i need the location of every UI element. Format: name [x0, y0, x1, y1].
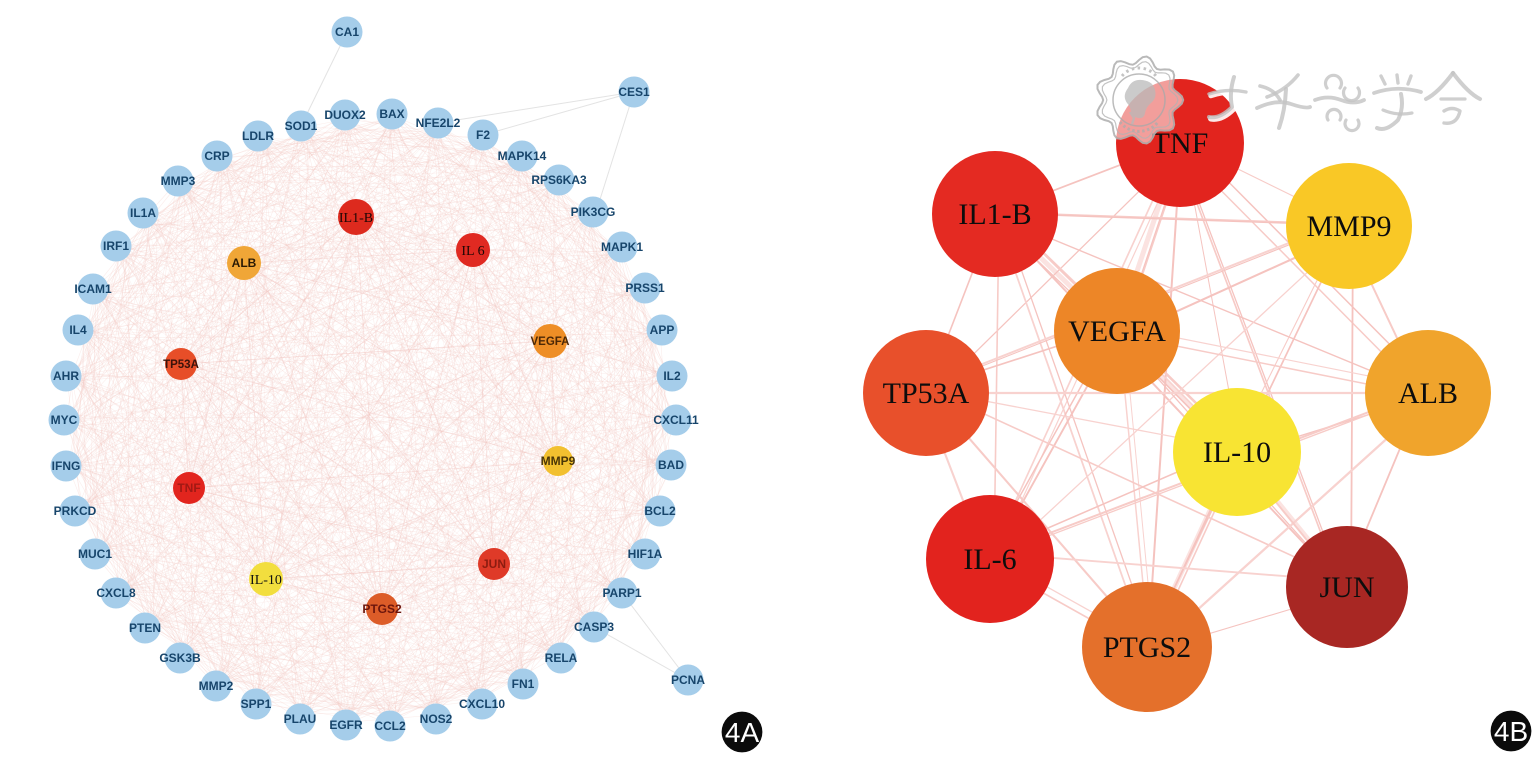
svg-text:APP: APP	[650, 323, 675, 337]
svg-text:CASP3: CASP3	[574, 620, 614, 634]
svg-text:IL4: IL4	[69, 323, 87, 337]
svg-text:MMP3: MMP3	[161, 174, 196, 188]
svg-text:4B: 4B	[1494, 716, 1528, 747]
svg-text:EGFR: EGFR	[329, 718, 363, 732]
svg-text:TP53A: TP53A	[163, 359, 199, 371]
svg-text:CCL2: CCL2	[374, 719, 406, 733]
svg-text:CA1: CA1	[335, 25, 359, 39]
svg-text:MAPK14: MAPK14	[498, 149, 547, 163]
svg-text:ICAM1: ICAM1	[74, 282, 112, 296]
svg-text:4A: 4A	[725, 717, 760, 748]
svg-text:IL 6: IL 6	[461, 244, 484, 259]
svg-text:CES1: CES1	[618, 85, 650, 99]
svg-text:F2: F2	[476, 128, 490, 142]
svg-text:JUN: JUN	[482, 557, 506, 571]
svg-text:CXCL8: CXCL8	[96, 586, 136, 600]
svg-text:TNF: TNF	[177, 481, 200, 495]
svg-text:ALB: ALB	[1398, 377, 1458, 410]
svg-text:PCNA: PCNA	[671, 673, 705, 687]
svg-text:PTGS2: PTGS2	[362, 602, 402, 616]
svg-text:NFE2L2: NFE2L2	[416, 116, 461, 130]
svg-text:SPP1: SPP1	[241, 697, 272, 711]
svg-text:NOS2: NOS2	[420, 712, 453, 726]
svg-text:LDLR: LDLR	[242, 129, 274, 143]
svg-text:CXCL11: CXCL11	[653, 413, 699, 427]
svg-text:BAD: BAD	[658, 458, 684, 472]
svg-text:PTEN: PTEN	[129, 621, 161, 635]
svg-text:MMP9: MMP9	[1306, 210, 1391, 243]
svg-text:AHR: AHR	[53, 369, 79, 383]
svg-text:BCL2: BCL2	[644, 504, 676, 518]
svg-text:PLAU: PLAU	[284, 712, 317, 726]
svg-text:IL-10: IL-10	[1203, 436, 1271, 469]
svg-text:IL-6: IL-6	[963, 543, 1016, 576]
svg-text:TNF: TNF	[1152, 127, 1209, 160]
svg-text:IFNG: IFNG	[52, 459, 81, 473]
svg-text:CXCL10: CXCL10	[459, 697, 505, 711]
svg-text:FN1: FN1	[512, 677, 535, 691]
svg-text:MMP2: MMP2	[199, 679, 234, 693]
svg-text:IL1-B: IL1-B	[958, 198, 1031, 231]
svg-text:MMP9: MMP9	[541, 454, 576, 468]
svg-text:IL1A: IL1A	[130, 206, 156, 220]
svg-text:HIF1A: HIF1A	[628, 547, 663, 561]
svg-text:RPS6KA3: RPS6KA3	[531, 173, 587, 187]
svg-text:JUN: JUN	[1319, 571, 1374, 604]
svg-text:RELA: RELA	[545, 651, 578, 665]
svg-text:SOD1: SOD1	[285, 119, 318, 133]
svg-text:BAX: BAX	[379, 107, 404, 121]
svg-text:IL1-B: IL1-B	[339, 211, 373, 226]
svg-text:GSK3B: GSK3B	[159, 651, 201, 665]
svg-text:PARP1: PARP1	[602, 586, 641, 600]
svg-text:MUC1: MUC1	[78, 547, 112, 561]
svg-text:DUOX2: DUOX2	[324, 108, 366, 122]
svg-text:PTGS2: PTGS2	[1103, 631, 1191, 664]
svg-text:MAPK1: MAPK1	[601, 240, 643, 254]
svg-text:IL-10: IL-10	[250, 573, 282, 588]
svg-text:IL2: IL2	[663, 369, 681, 383]
svg-text:IRF1: IRF1	[103, 239, 129, 253]
svg-text:PIK3CG: PIK3CG	[571, 205, 616, 219]
svg-text:TP53A: TP53A	[883, 377, 970, 410]
svg-text:MYC: MYC	[51, 413, 78, 427]
svg-text:VEGFA: VEGFA	[531, 336, 570, 348]
svg-text:PRKCD: PRKCD	[54, 504, 97, 518]
svg-text:PRSS1: PRSS1	[625, 281, 665, 295]
svg-text:ALB: ALB	[232, 256, 257, 270]
svg-text:CRP: CRP	[204, 149, 229, 163]
svg-text:VEGFA: VEGFA	[1068, 315, 1166, 348]
